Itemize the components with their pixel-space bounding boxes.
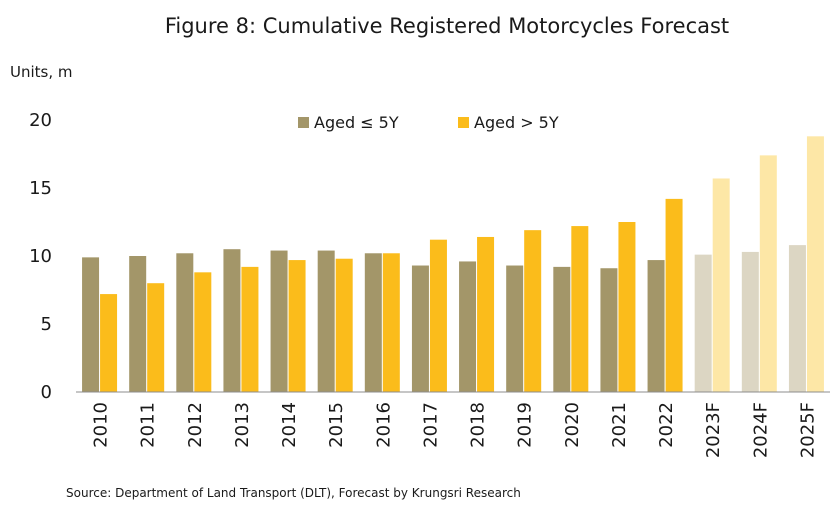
- bar-aged-le-5y-2020: [553, 266, 571, 392]
- bars: [82, 136, 824, 392]
- bar-aged-le-5y-2013: [223, 249, 241, 392]
- bar-aged-le-5y-2016: [364, 253, 382, 392]
- bar-aged-le-5y-2025f: [788, 245, 806, 392]
- bar-aged-gt-5y-2014: [288, 260, 306, 392]
- bar-aged-gt-5y-2011: [147, 283, 165, 392]
- x-tick-label: 2018: [468, 402, 489, 448]
- bar-aged-le-5y-2012: [176, 253, 194, 392]
- bar-aged-gt-5y-2010: [100, 294, 118, 392]
- bar-aged-gt-5y-2017: [429, 239, 447, 392]
- y-tick-label: 20: [29, 110, 52, 131]
- bar-aged-le-5y-2017: [411, 265, 429, 392]
- bar-aged-gt-5y-2015: [335, 258, 353, 392]
- bar-aged-le-5y-2024f: [741, 251, 759, 392]
- bar-aged-le-5y-2019: [506, 265, 524, 392]
- bar-aged-gt-5y-2022: [665, 198, 683, 392]
- y-tick-label: 15: [29, 178, 52, 199]
- x-tick-label: 2015: [326, 402, 347, 448]
- y-axis-unit-label: Units, m: [10, 63, 73, 81]
- x-tick-label: 2016: [373, 402, 394, 448]
- x-tick-label: 2023F: [703, 402, 724, 458]
- x-tick-label: 2011: [138, 402, 159, 448]
- bar-aged-gt-5y-2020: [571, 226, 589, 392]
- x-tick-label: 2024F: [750, 402, 771, 458]
- bar-aged-gt-5y-2012: [194, 272, 212, 392]
- y-tick-label: 10: [29, 246, 52, 267]
- bar-aged-gt-5y-2023f: [712, 178, 730, 392]
- bar-aged-le-5y-2015: [317, 250, 335, 392]
- x-tick-label: 2022: [656, 402, 677, 448]
- bar-aged-gt-5y-2024f: [759, 155, 777, 392]
- bar-aged-le-5y-2014: [270, 250, 288, 392]
- legend-swatch: [298, 117, 309, 128]
- legend-swatch: [458, 117, 469, 128]
- x-tick-label: 2020: [562, 402, 583, 448]
- bar-aged-gt-5y-2019: [524, 230, 542, 392]
- x-tick-label: 2021: [609, 402, 630, 448]
- x-tick-label: 2025F: [797, 402, 818, 458]
- y-tick-label: 0: [41, 382, 52, 403]
- bar-aged-le-5y-2010: [82, 257, 100, 392]
- y-tick-label: 5: [41, 314, 52, 335]
- x-tick-label: 2013: [232, 402, 253, 448]
- bar-aged-gt-5y-2025f: [806, 136, 824, 392]
- bar-aged-le-5y-2011: [129, 256, 147, 392]
- bar-aged-gt-5y-2016: [382, 253, 400, 392]
- legend: Aged ≤ 5Y Aged > 5Y: [298, 113, 559, 132]
- x-axis-ticks: 2010 2011 2012 2013 2014 2015 2016 2017 2018 2019…: [91, 402, 819, 458]
- legend-label: Aged ≤ 5Y: [314, 113, 399, 132]
- x-tick-label: 2012: [185, 402, 206, 448]
- legend-label: Aged > 5Y: [474, 113, 559, 132]
- bar-aged-le-5y-2022: [647, 260, 665, 392]
- bar-aged-le-5y-2021: [600, 268, 618, 392]
- x-tick-label: 2014: [279, 402, 300, 448]
- x-tick-label: 2017: [420, 402, 441, 448]
- chart-title: Figure 8: Cumulative Registered Motorcyc…: [165, 14, 729, 38]
- y-axis-ticks: 0 5 10 15 20: [29, 110, 52, 403]
- bar-aged-gt-5y-2018: [477, 236, 495, 392]
- bar-aged-gt-5y-2013: [241, 266, 259, 392]
- source-note: Source: Department of Land Transport (DL…: [66, 486, 521, 500]
- x-tick-label: 2019: [515, 402, 536, 448]
- bar-aged-gt-5y-2021: [618, 222, 636, 392]
- bar-aged-le-5y-2023f: [694, 254, 712, 392]
- bar-aged-le-5y-2018: [459, 261, 477, 392]
- x-tick-label: 2010: [91, 402, 112, 448]
